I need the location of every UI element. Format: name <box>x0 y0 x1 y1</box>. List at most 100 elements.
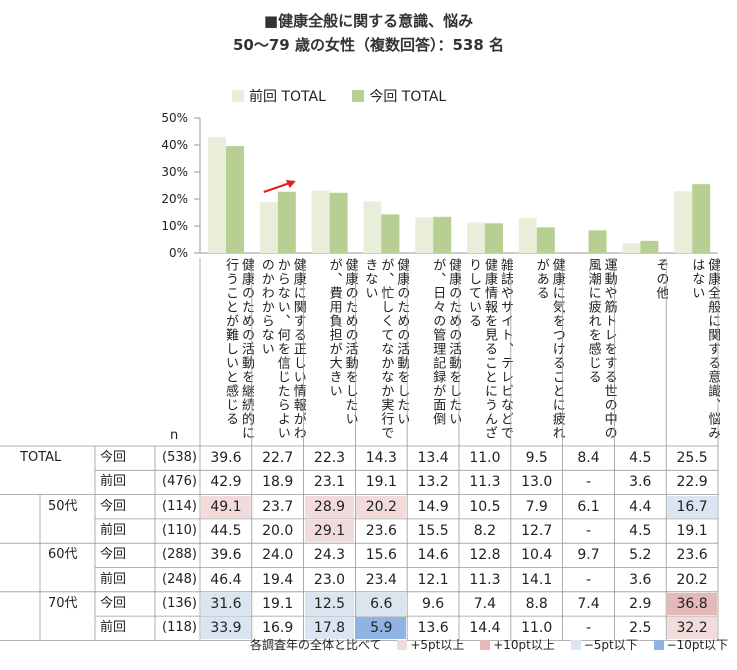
table-cell: 16.9 <box>262 620 294 637</box>
category-label: 健康のための活動をしたいが、費用負担が大きい <box>326 258 358 426</box>
bar-prev <box>363 201 382 253</box>
row-n: (114) <box>162 498 197 514</box>
table-cell: 12.7 <box>521 522 553 539</box>
bar-prev <box>622 243 641 253</box>
row-label: 前回 <box>100 522 127 538</box>
row-group-label: 50代 <box>48 498 78 514</box>
row-label: 今回 <box>100 450 127 465</box>
table-cell: 9.5 <box>525 450 548 466</box>
row-n: (248) <box>162 571 197 587</box>
table-cell: - <box>585 522 592 539</box>
legend-label-prev: 前回 TOTAL <box>249 89 326 105</box>
chart-subtitle: 50～79 歳の女性（複数回答）：538 名 <box>232 36 504 54</box>
table-cell: 12.5 <box>313 595 346 612</box>
table-cell: 14.6 <box>417 547 449 564</box>
category-label: 運動や筋トレをする世の中の風潮に疲れを感じる <box>585 258 617 440</box>
row-label: 今回 <box>100 595 127 611</box>
table-cell: 2.5 <box>629 620 652 637</box>
table-cell: 8.8 <box>525 595 548 612</box>
bar-chart: 50% 40% 30% 20% 10% 0% <box>161 111 718 260</box>
y-tick-label: 50% <box>161 111 188 125</box>
table-cell: 8.2 <box>473 522 497 539</box>
bar-prev <box>259 201 278 253</box>
table-cell: 15.6 <box>365 547 397 564</box>
legend: 前回 TOTAL 今回 TOTAL <box>232 86 468 106</box>
table-cell: - <box>585 620 592 637</box>
row-group-label: TOTAL <box>20 450 62 465</box>
table-cell: 29.1 <box>313 522 346 539</box>
table-cell: 23.7 <box>262 498 294 515</box>
cell-highlight <box>304 592 355 616</box>
category-label: その他 <box>653 258 669 300</box>
table-cell: - <box>585 474 592 491</box>
table-cell: 22.3 <box>313 450 346 466</box>
table-cell: 2.9 <box>629 595 652 612</box>
table-cell: 13.0 <box>521 474 553 491</box>
table-cell: 49.1 <box>210 498 242 515</box>
table-cell: 39.6 <box>210 547 242 564</box>
cell-highlight <box>201 617 251 640</box>
table-cell: 20.0 <box>262 522 294 539</box>
chart-title: ■健康全般に関する意識、悩み <box>263 12 474 30</box>
footnote-swatch-minus10 <box>653 640 664 650</box>
cell-highlight <box>356 495 407 518</box>
cell-highlight <box>667 617 717 640</box>
bar-prev <box>467 222 485 253</box>
cell-highlight <box>304 617 355 640</box>
bar-curr <box>381 214 400 253</box>
row-n: (288) <box>162 547 197 563</box>
bar-prev <box>208 137 226 253</box>
cell-highlight <box>356 617 407 640</box>
row-group-label: 70代 <box>48 595 78 611</box>
table-cell: 11.3 <box>469 474 501 491</box>
table-cell: 7.9 <box>525 498 548 515</box>
cell-highlight <box>356 592 407 616</box>
table-cell: 4.5 <box>629 522 652 539</box>
footnote-plus10: +10pt以上 <box>493 638 555 652</box>
table-cell: 6.1 <box>577 498 600 515</box>
footnote-lead: 各調査年の全体と比べて <box>250 638 382 652</box>
y-tick-label: 30% <box>161 165 188 179</box>
y-tick-label: 40% <box>161 138 188 152</box>
table-cell: 12.8 <box>469 547 501 564</box>
table-cell: 20.2 <box>676 571 708 588</box>
table-cell: 25.5 <box>676 450 708 466</box>
table-cell: 4.4 <box>629 498 652 515</box>
table-cell: 8.4 <box>577 450 600 466</box>
table-cell: 22.9 <box>676 474 708 491</box>
row-label: 前回 <box>100 620 127 636</box>
table-cell: 28.9 <box>313 498 346 515</box>
footnote-swatch-plus10 <box>480 640 491 650</box>
table-cell: 16.7 <box>676 498 708 515</box>
row-group-label: 60代 <box>48 547 78 563</box>
table-cell: 23.0 <box>313 571 346 588</box>
table-cell: 20.2 <box>365 498 397 515</box>
row-label: 今回 <box>100 547 127 563</box>
n-header: n <box>170 428 179 443</box>
table-cell: 14.3 <box>365 450 397 466</box>
footnote-minus5: −5pt以下 <box>583 638 638 652</box>
table-cell: 9.6 <box>421 595 445 612</box>
table-cell: 11.0 <box>521 620 553 637</box>
table-cell: 15.5 <box>417 522 449 539</box>
y-tick-label: 0% <box>169 246 188 260</box>
legend-swatch-prev <box>232 90 244 102</box>
table-cell: 23.1 <box>313 474 346 491</box>
bar-curr <box>277 191 296 253</box>
footnote-minus10: −10pt以下 <box>666 638 729 652</box>
table-cell: 42.9 <box>210 474 242 491</box>
table-cell: 31.6 <box>210 595 242 612</box>
category-label: 雑誌やサイト、テレビなどで健康情報を見ることにうんざりしている <box>466 258 513 440</box>
bar-curr <box>485 223 503 253</box>
table-cell: - <box>585 571 592 588</box>
y-tick-label: 20% <box>161 192 188 206</box>
legend-swatch-curr <box>352 90 365 102</box>
bar-curr <box>588 230 607 253</box>
category-label: 健康に気をつけることに疲れがある <box>533 258 565 440</box>
bar-curr <box>226 146 244 253</box>
row-label: 今回 <box>100 498 127 514</box>
footnote: 各調査年の全体と比べて +5pt以上 +10pt以上 −5pt以下 −10pt以… <box>250 636 728 653</box>
bar-curr <box>433 216 452 253</box>
